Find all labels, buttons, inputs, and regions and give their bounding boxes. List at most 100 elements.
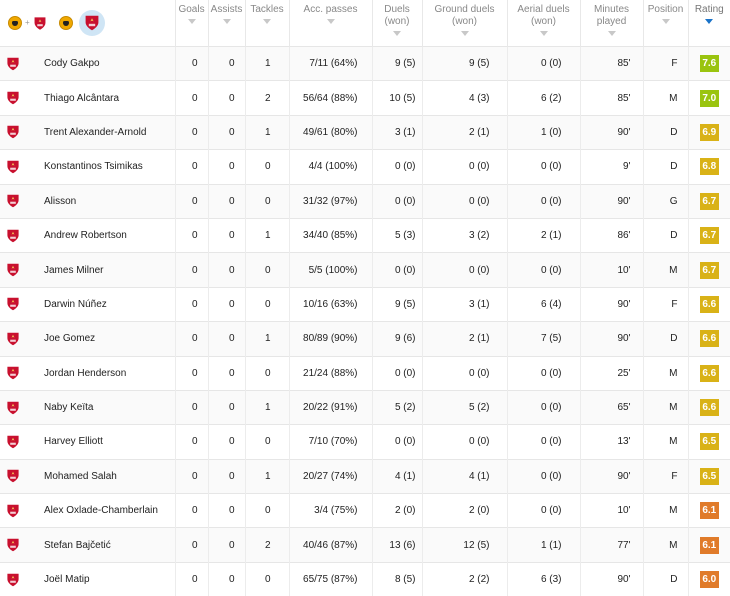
player-name[interactable]: Darwin Núñez bbox=[44, 298, 107, 310]
player-name[interactable]: Mohamed Salah bbox=[44, 470, 117, 482]
sort-caret-icon[interactable] bbox=[705, 19, 714, 24]
player-name[interactable]: James Milner bbox=[44, 264, 104, 276]
table-row[interactable]: Konstantinos Tsimikas 0 0 0 4/4 (100%) 0 (0) 0… bbox=[0, 149, 730, 185]
player-name[interactable]: Andrew Robertson bbox=[44, 230, 127, 242]
table-row[interactable]: Alisson 0 0 0 31/32 (97%) 0 (0) 0 (0) 0 (0) 90' G… bbox=[0, 184, 730, 219]
stat-acc: 7/11 (64%) bbox=[288, 46, 373, 81]
stat-min: 10' bbox=[579, 493, 644, 528]
stat-aerial: 0 (0) bbox=[506, 459, 581, 494]
liverpool-crest-icon bbox=[7, 160, 19, 174]
table-row[interactable]: James Milner 0 0 0 5/5 (100%) 0 (0) 0 (0) 0 (0)… bbox=[0, 252, 730, 288]
player-name[interactable]: Cody Gakpo bbox=[44, 58, 100, 70]
sort-caret-icon[interactable] bbox=[460, 31, 469, 36]
stat-goals: 0 bbox=[174, 527, 209, 563]
player-name[interactable]: Trent Alexander-Arnold bbox=[44, 126, 147, 138]
liverpool-filter-selected[interactable] bbox=[78, 10, 105, 36]
stat-assists: 0 bbox=[207, 459, 246, 494]
stat-tackles: 1 bbox=[244, 218, 290, 253]
player-rows: Cody Gakpo 0 0 1 7/11 (64%) 9 (5) 9 (5) 0 (0) 85… bbox=[0, 46, 730, 596]
column-header-aerial[interactable]: Aerial duels (won) bbox=[506, 0, 581, 47]
rating-badge: 6.7 bbox=[699, 192, 719, 210]
sort-caret-icon[interactable] bbox=[326, 19, 335, 24]
table-row[interactable]: Jordan Henderson 0 0 0 21/24 (88%) 0 (0) 0 (0)… bbox=[0, 356, 730, 391]
sort-caret-icon[interactable] bbox=[263, 19, 272, 24]
rating-cell: 6.7 bbox=[687, 252, 730, 288]
stat-assists: 0 bbox=[207, 149, 246, 185]
column-header-pos[interactable]: Position bbox=[642, 0, 689, 47]
player-name[interactable]: Thiago Alcântara bbox=[44, 92, 120, 104]
stat-acc: 20/22 (91%) bbox=[288, 390, 373, 425]
player-name[interactable]: Joe Gomez bbox=[44, 333, 96, 345]
stat-duels: 0 (0) bbox=[371, 149, 423, 185]
stat-duels: 10 (5) bbox=[371, 80, 423, 116]
rating-cell: 6.0 bbox=[687, 562, 730, 596]
player-name[interactable]: Stefan Bajčetić bbox=[44, 539, 111, 551]
stat-goals: 0 bbox=[174, 46, 209, 81]
sort-caret-icon[interactable] bbox=[539, 31, 548, 36]
player-name[interactable]: Joël Matip bbox=[44, 574, 90, 586]
stat-aerial: 0 (0) bbox=[506, 493, 581, 528]
stat-goals: 0 bbox=[174, 218, 209, 253]
team-crest-cell bbox=[0, 150, 28, 184]
table-row[interactable]: Trent Alexander-Arnold 0 0 1 49/61 (80%) 3 (1… bbox=[0, 115, 730, 150]
stat-min: 13' bbox=[579, 424, 644, 460]
rating-cell: 6.6 bbox=[687, 356, 730, 391]
table-row[interactable]: Harvey Elliott 0 0 0 7/10 (70%) 0 (0) 0 (0) 0 (… bbox=[0, 424, 730, 460]
rating-cell: 6.6 bbox=[687, 390, 730, 425]
sort-caret-icon[interactable] bbox=[222, 19, 231, 24]
column-header-assists[interactable]: Assists bbox=[207, 0, 246, 47]
sort-caret-icon[interactable] bbox=[661, 19, 670, 24]
player-name[interactable]: Naby Keïta bbox=[44, 402, 94, 414]
rating-badge: 6.0 bbox=[699, 571, 719, 589]
liverpool-crest-icon bbox=[7, 298, 19, 311]
stat-aerial: 0 (0) bbox=[506, 356, 581, 391]
table-row[interactable]: Thiago Alcântara 0 0 2 56/64 (88%) 10 (5) 4 (3… bbox=[0, 80, 730, 116]
column-header-duels[interactable]: Duels (won) bbox=[371, 0, 423, 47]
stat-min: 85' bbox=[579, 80, 644, 116]
table-row[interactable]: Cody Gakpo 0 0 1 7/11 (64%) 9 (5) 9 (5) 0 (0) 85… bbox=[0, 46, 730, 81]
stat-duels: 0 (0) bbox=[371, 252, 423, 288]
table-row[interactable]: Darwin Núñez 0 0 0 10/16 (63%) 9 (5) 3 (1) 6 (4… bbox=[0, 287, 730, 322]
column-header-goals[interactable]: Goals bbox=[174, 0, 209, 47]
player-name[interactable]: Alisson bbox=[44, 195, 77, 207]
sort-caret-icon[interactable] bbox=[187, 19, 196, 24]
column-header-acc[interactable]: Acc. passes bbox=[288, 0, 373, 47]
column-header-min[interactable]: Minutes played bbox=[579, 0, 644, 47]
player-name[interactable]: Alex Oxlade-Chamberlain bbox=[44, 505, 158, 517]
column-header-tackles[interactable]: Tackles bbox=[244, 0, 290, 47]
table-row[interactable]: Joe Gomez 0 0 1 80/89 (90%) 9 (6) 2 (1) 7 (5) 90… bbox=[0, 321, 730, 357]
sort-caret-icon[interactable] bbox=[607, 31, 616, 36]
stat-aerial: 7 (5) bbox=[506, 321, 581, 357]
stat-acc: 56/64 (88%) bbox=[288, 80, 373, 116]
team-crest-cell bbox=[0, 218, 28, 252]
wolves-crest-icon[interactable] bbox=[58, 16, 73, 30]
stat-ground: 2 (2) bbox=[421, 562, 508, 596]
table-row[interactable]: Joël Matip 0 0 0 65/75 (87%) 8 (5) 2 (2) 6 (3) 9… bbox=[0, 562, 730, 596]
stat-aerial: 0 (0) bbox=[506, 149, 581, 185]
table-row[interactable]: Naby Keïta 0 0 1 20/22 (91%) 5 (2) 5 (2) 0 (0) 6… bbox=[0, 390, 730, 425]
liverpool-crest-icon bbox=[7, 504, 19, 518]
table-row[interactable]: Andrew Robertson 0 0 1 34/40 (85%) 5 (3) 3 (2)… bbox=[0, 218, 730, 253]
sort-caret-icon[interactable] bbox=[393, 31, 402, 36]
team-crest-cell bbox=[0, 322, 28, 356]
player-name[interactable]: Konstantinos Tsimikas bbox=[44, 161, 143, 173]
table-row[interactable]: Alex Oxlade-Chamberlain 0 0 0 3/4 (75%) 2 (0)… bbox=[0, 493, 730, 528]
stat-acc: 31/32 (97%) bbox=[288, 184, 373, 219]
table-row[interactable]: Stefan Bajčetić 0 0 2 40/46 (87%) 13 (6) 12 (5… bbox=[0, 527, 730, 563]
player-name[interactable]: Jordan Henderson bbox=[44, 367, 127, 379]
stat-acc: 3/4 (75%) bbox=[288, 493, 373, 528]
liverpool-crest-icon[interactable] bbox=[33, 16, 47, 31]
column-header-ground[interactable]: Ground duels (won) bbox=[421, 0, 508, 47]
column-header-rating[interactable]: Rating bbox=[687, 0, 730, 47]
stat-acc: 65/75 (87%) bbox=[288, 562, 373, 596]
column-header-label: (won) bbox=[531, 16, 557, 27]
stat-position: F bbox=[642, 46, 689, 81]
wolves-crest-icon[interactable] bbox=[8, 16, 22, 30]
column-header-label: Minutes bbox=[594, 4, 630, 15]
stat-position: D bbox=[642, 562, 689, 596]
rating-badge: 6.9 bbox=[699, 123, 719, 141]
stat-goals: 0 bbox=[174, 356, 209, 391]
liverpool-crest-icon bbox=[7, 126, 19, 139]
table-row[interactable]: Mohamed Salah 0 0 1 20/27 (74%) 4 (1) 4 (1) 0 (… bbox=[0, 459, 730, 494]
player-name[interactable]: Harvey Elliott bbox=[44, 436, 103, 448]
